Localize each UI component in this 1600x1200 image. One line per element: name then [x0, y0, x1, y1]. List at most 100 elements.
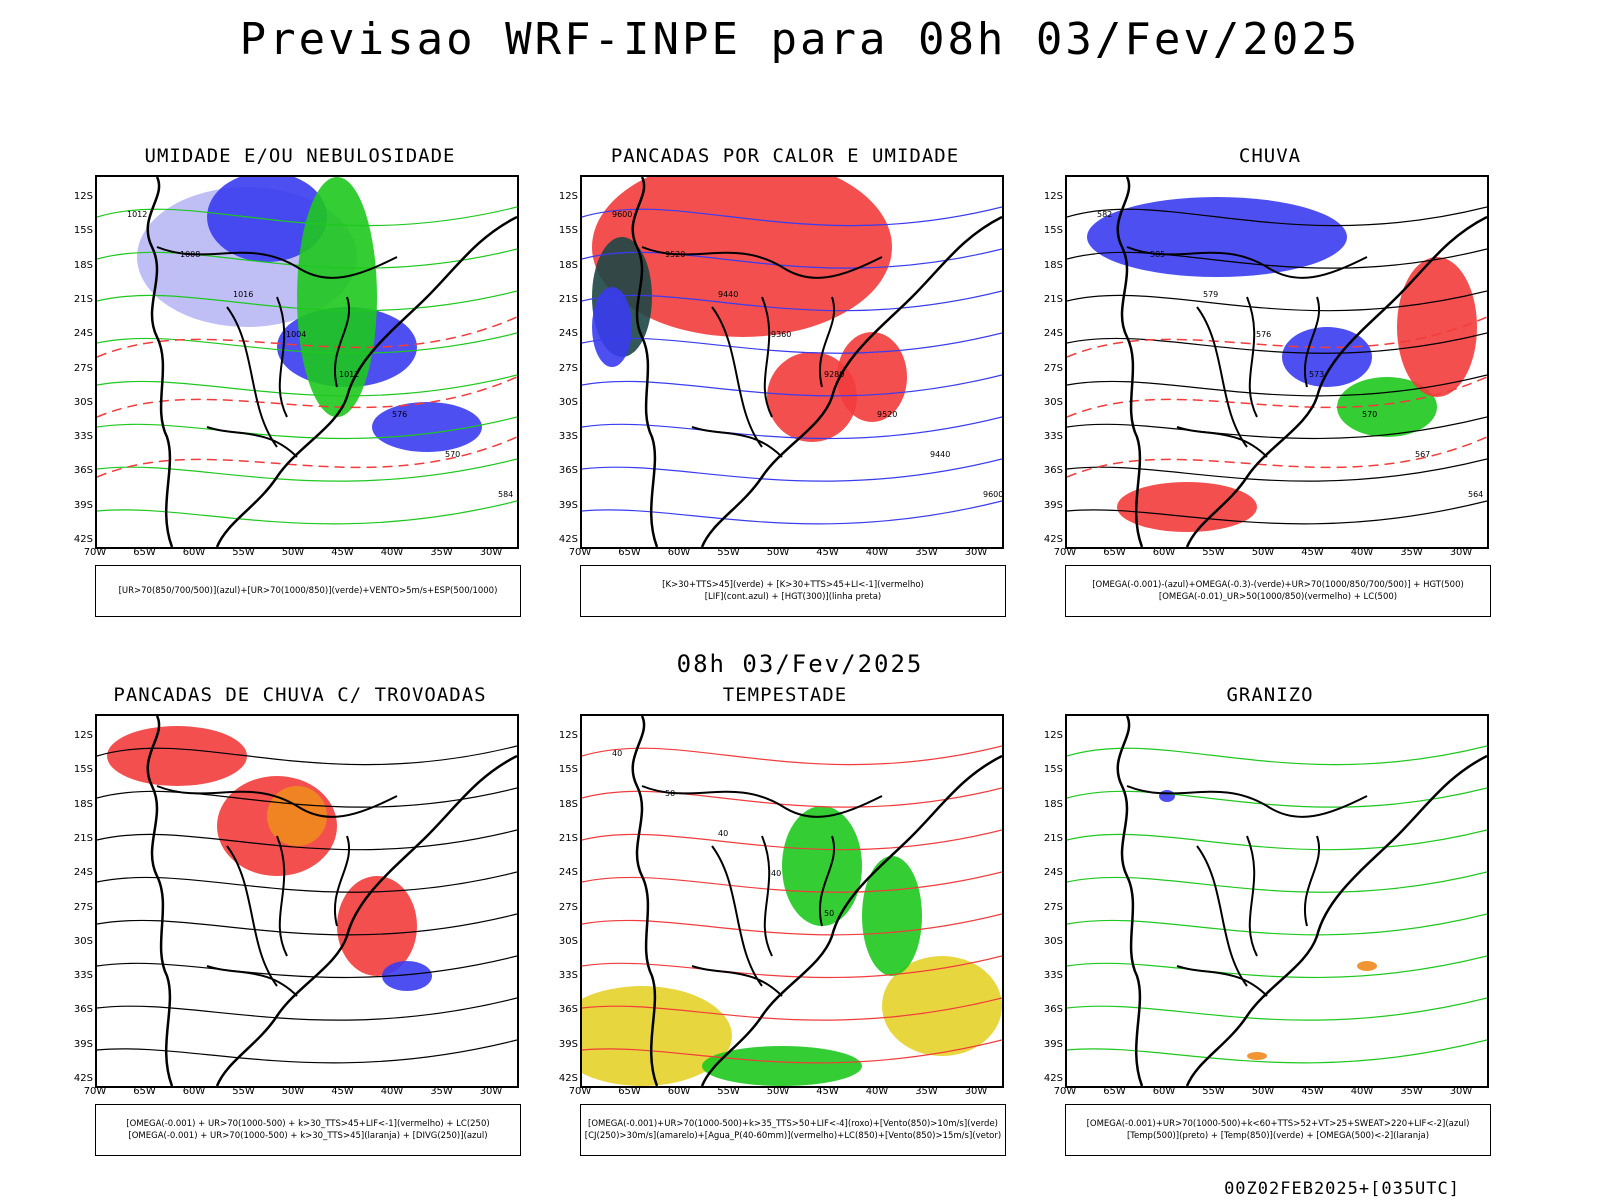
lon-tick-label: 35W — [915, 547, 938, 558]
contour-label: 567 — [1415, 450, 1430, 459]
lon-tick-label: 30W — [479, 547, 503, 558]
lon-tick-label: 55W — [717, 1086, 740, 1097]
legend-line: [Temp(500)](preto) + [Temp(850)](verde) … — [1126, 1131, 1430, 1141]
legend-line: [OMEGA(-0.001)+UR>70(1000-500)+k>35_TTS>… — [588, 1119, 998, 1129]
shaded-field — [837, 332, 907, 422]
shaded-field — [297, 177, 377, 417]
shaded-field — [107, 726, 247, 786]
lat-tick-label: 21S — [558, 293, 578, 305]
country-borders — [156, 246, 398, 458]
contour-label: 9600 — [612, 210, 632, 219]
map-canvas: 9600 9520 9440 9360 9280 9520 9440 9600 — [582, 177, 1002, 547]
shaded-field — [1397, 257, 1477, 397]
lon-tick-label: 65W — [1103, 547, 1126, 558]
lon-tick-label: 70W — [568, 547, 592, 558]
lon-tick-label: 60W — [182, 547, 206, 558]
contour-line — [97, 955, 517, 979]
contour-line — [582, 458, 1002, 482]
forecast-map: 9600 9520 9440 9360 9280 9520 9440 9600 — [580, 175, 1004, 549]
lon-tick-label: 45W — [1301, 1086, 1324, 1097]
contour-line — [97, 332, 517, 354]
map-canvas: 582 585 579 576 573 570 567 564 — [1067, 177, 1487, 547]
contour-line — [582, 500, 1002, 525]
country-borders — [641, 246, 883, 458]
contour-line — [97, 829, 517, 851]
lat-tick-label: 27S — [73, 901, 93, 913]
lon-tick-label: 45W — [816, 1086, 839, 1097]
page-title: Previsao WRF-INPE para 08h 03/Fev/2025 — [239, 14, 1361, 65]
dashed-contour-line — [1067, 436, 1487, 478]
contour-line — [97, 248, 517, 269]
lon-tick-label: 45W — [1301, 547, 1324, 558]
contour-label: 1012 — [127, 210, 147, 219]
legend-line: [LIF](cont.azul) + [HGT(300)](linha pret… — [704, 592, 882, 602]
lat-tick-label: 39S — [558, 1038, 578, 1050]
contour-line — [97, 500, 517, 525]
lon-tick-label: 40W — [865, 1086, 889, 1097]
contour-line — [1067, 787, 1487, 808]
lat-tick-label: 24S — [1043, 867, 1063, 879]
lon-tick-label: 60W — [182, 1086, 206, 1097]
lat-tick-label: 18S — [558, 259, 578, 271]
panel-title: GRANIZO — [1226, 684, 1314, 706]
coastline — [631, 177, 1002, 547]
lat-tick-label: 39S — [73, 499, 93, 511]
lon-tick-label: 35W — [430, 1086, 453, 1097]
shaded-field — [702, 1046, 862, 1086]
lat-tick-label: 39S — [558, 499, 578, 511]
lat-tick-label: 18S — [1043, 259, 1063, 271]
lat-tick-label: 15S — [558, 225, 578, 237]
lat-tick-label: 18S — [1043, 798, 1063, 810]
panel-title: CHUVA — [1238, 145, 1302, 167]
contour-label: 570 — [1362, 410, 1377, 419]
lat-tick-label: 24S — [73, 867, 93, 879]
contour-label: 1004 — [286, 330, 306, 339]
lon-tick-label: 70W — [83, 1086, 107, 1097]
contour-line — [1067, 332, 1487, 354]
lat-tick-label: 12S — [558, 730, 578, 741]
lat-tick-label: 33S — [1043, 970, 1063, 982]
contour-line — [1067, 248, 1487, 269]
lon-tick-label: 35W — [1400, 547, 1423, 558]
shaded-field — [337, 876, 417, 976]
lat-tick-label: 27S — [73, 362, 93, 374]
lon-tick-label: 65W — [618, 1086, 641, 1097]
contour-line — [582, 871, 1002, 893]
lat-tick-label: 27S — [1043, 362, 1063, 374]
lon-tick-label: 55W — [1202, 547, 1225, 558]
lat-tick-label: 21S — [73, 832, 93, 844]
contour-line — [1067, 829, 1487, 851]
contour-line — [1067, 500, 1487, 525]
contour-label: 579 — [1203, 290, 1218, 299]
lon-tick-label: 60W — [667, 1086, 691, 1097]
legend-line: [OMEGA(-0.001) + UR>70(1000-500) + k>30_… — [126, 1119, 490, 1129]
lat-tick-label: 21S — [73, 293, 93, 305]
lat-tick-label: 33S — [1043, 431, 1063, 443]
lat-tick-label: 42S — [73, 1073, 93, 1084]
lon-tick-label: 65W — [133, 547, 156, 558]
lat-tick-label: 36S — [558, 465, 578, 477]
lat-tick-label: 33S — [73, 970, 93, 982]
lat-tick-label: 27S — [558, 901, 578, 913]
lon-tick-label: 50W — [1251, 547, 1275, 558]
lat-tick-label: 15S — [1043, 764, 1063, 776]
country-borders — [156, 785, 398, 997]
dashed-contour-line — [97, 436, 517, 478]
contour-label: 582 — [1097, 210, 1112, 219]
panel-chuva: CHUVA 12S 15S 18S 21S 24S 27S 30S 33S 36S 39S 42S 70… — [1025, 145, 1515, 635]
lon-tick-label: 60W — [1152, 1086, 1176, 1097]
contour-line — [97, 458, 517, 482]
contour-label: 570 — [445, 450, 460, 459]
lat-tick-label: 18S — [73, 259, 93, 271]
lat-tick-label: 36S — [1043, 1004, 1063, 1016]
contour-line — [582, 248, 1002, 269]
lat-tick-label: 15S — [73, 764, 93, 776]
lon-tick-label: 70W — [1053, 547, 1077, 558]
contour-label: 9440 — [718, 290, 738, 299]
lon-tick-label: 35W — [430, 547, 453, 558]
contour-line — [1067, 871, 1487, 893]
panel-legend: [OMEGA(-0.001) + UR>70(1000-500) + k>30_… — [95, 1104, 521, 1156]
contour-line — [1067, 458, 1487, 482]
lon-tick-label: 70W — [1053, 1086, 1077, 1097]
contour-line — [1067, 374, 1487, 397]
